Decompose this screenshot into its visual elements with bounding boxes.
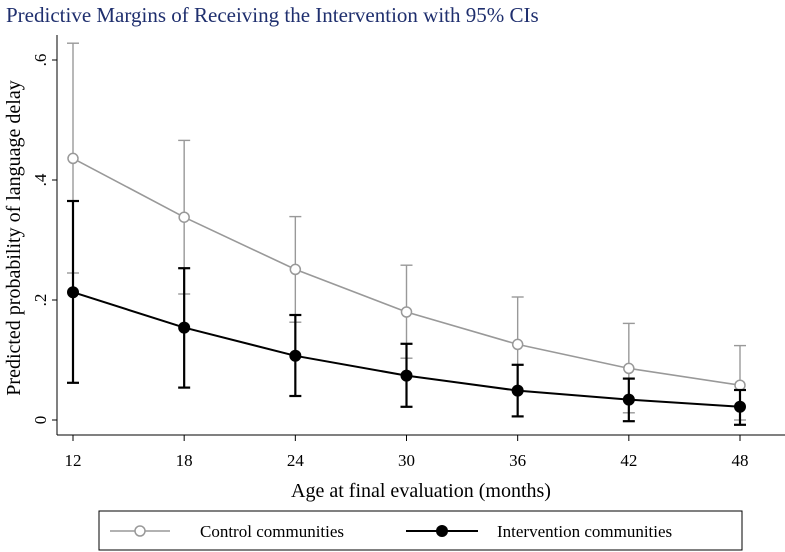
y-tick-label: .6: [31, 54, 50, 67]
x-tick-label: 18: [176, 451, 193, 470]
x-tick-label: 30: [398, 451, 415, 470]
x-tick-label: 24: [287, 451, 305, 470]
legend-marker: [134, 525, 146, 537]
legend: Control communities Intervention communit…: [110, 522, 672, 541]
x-tick-label: 12: [65, 451, 82, 470]
chart-title: Predictive Margins of Receiving the Inte…: [6, 3, 539, 27]
data-point: [622, 393, 635, 406]
x-tick-label: 42: [620, 451, 637, 470]
legend-label: Intervention communities: [497, 522, 672, 541]
y-tick-label: .2: [31, 294, 50, 307]
data-point: [289, 263, 302, 276]
legend-marker: [436, 525, 448, 537]
x-tick-label: 36: [509, 451, 526, 470]
x-axis-label: Age at final evaluation (months): [291, 480, 551, 502]
y-tick-label: .4: [31, 173, 50, 186]
series-control: [67, 42, 746, 421]
data-point: [511, 338, 524, 351]
y-tick-label: 0: [31, 416, 50, 425]
data-point: [511, 384, 524, 397]
data-point: [400, 306, 413, 318]
data-point: [400, 369, 413, 382]
data-point: [734, 379, 746, 391]
data-point: [623, 362, 635, 375]
y-ticks: 0 .2 .4 .6: [31, 54, 57, 425]
y-axis-label: Predicted probability of language delay: [3, 80, 25, 395]
data-point: [67, 152, 79, 165]
legend-item-control: Control communities: [110, 522, 344, 541]
data-point: [178, 321, 191, 334]
plot-area: [67, 42, 746, 426]
data-point: [178, 211, 190, 223]
series-intervention: [67, 199, 746, 426]
x-tick-label: 48: [732, 451, 749, 470]
legend-label: Control communities: [200, 522, 344, 541]
data-point: [734, 400, 746, 413]
data-point: [289, 349, 302, 362]
data-point: [67, 286, 79, 299]
x-ticks: 12 18 24 30 36 42 48: [65, 435, 749, 470]
legend-item-intervention: Intervention communities: [406, 522, 672, 541]
